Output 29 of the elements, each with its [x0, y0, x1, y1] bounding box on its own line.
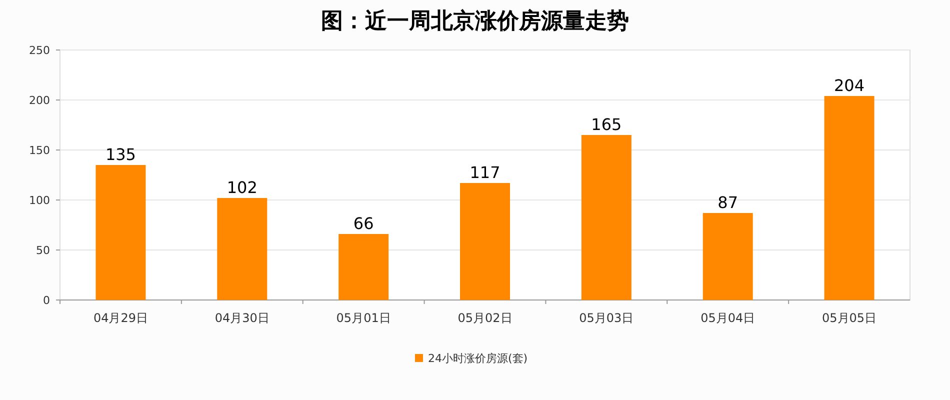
legend-label: 24小时涨价房源(套)	[428, 352, 528, 365]
y-tick-label: 100	[29, 194, 50, 207]
x-tick-label: 05月04日	[700, 311, 756, 325]
bar	[702, 213, 753, 300]
chart-title: 图：近一周北京涨价房源量走势	[321, 8, 629, 34]
x-tick-label: 05月03日	[579, 311, 634, 325]
x-tick-label: 04月30日	[214, 311, 270, 325]
bar	[824, 96, 874, 300]
data-label: 66	[353, 214, 374, 233]
y-tick-label: 0	[43, 294, 50, 307]
data-label: 135	[105, 145, 136, 164]
bar	[217, 198, 268, 300]
data-label: 204	[834, 76, 865, 95]
y-tick-label: 250	[29, 44, 50, 57]
bar	[460, 183, 510, 300]
x-tick-label: 05月05日	[822, 311, 877, 325]
x-tick-label: 04月29日	[93, 311, 148, 325]
bar	[338, 234, 389, 300]
y-tick-label: 150	[29, 144, 50, 157]
bar	[96, 165, 146, 300]
y-tick-label: 200	[29, 94, 50, 107]
data-label: 165	[591, 115, 622, 134]
data-label: 87	[718, 193, 738, 212]
data-label: 102	[226, 178, 258, 197]
x-tick-label: 05月01日	[336, 311, 391, 325]
x-tick-label: 05月02日	[458, 311, 512, 325]
y-tick-label: 50	[36, 244, 50, 257]
bar	[581, 135, 632, 300]
data-label: 117	[470, 163, 500, 182]
